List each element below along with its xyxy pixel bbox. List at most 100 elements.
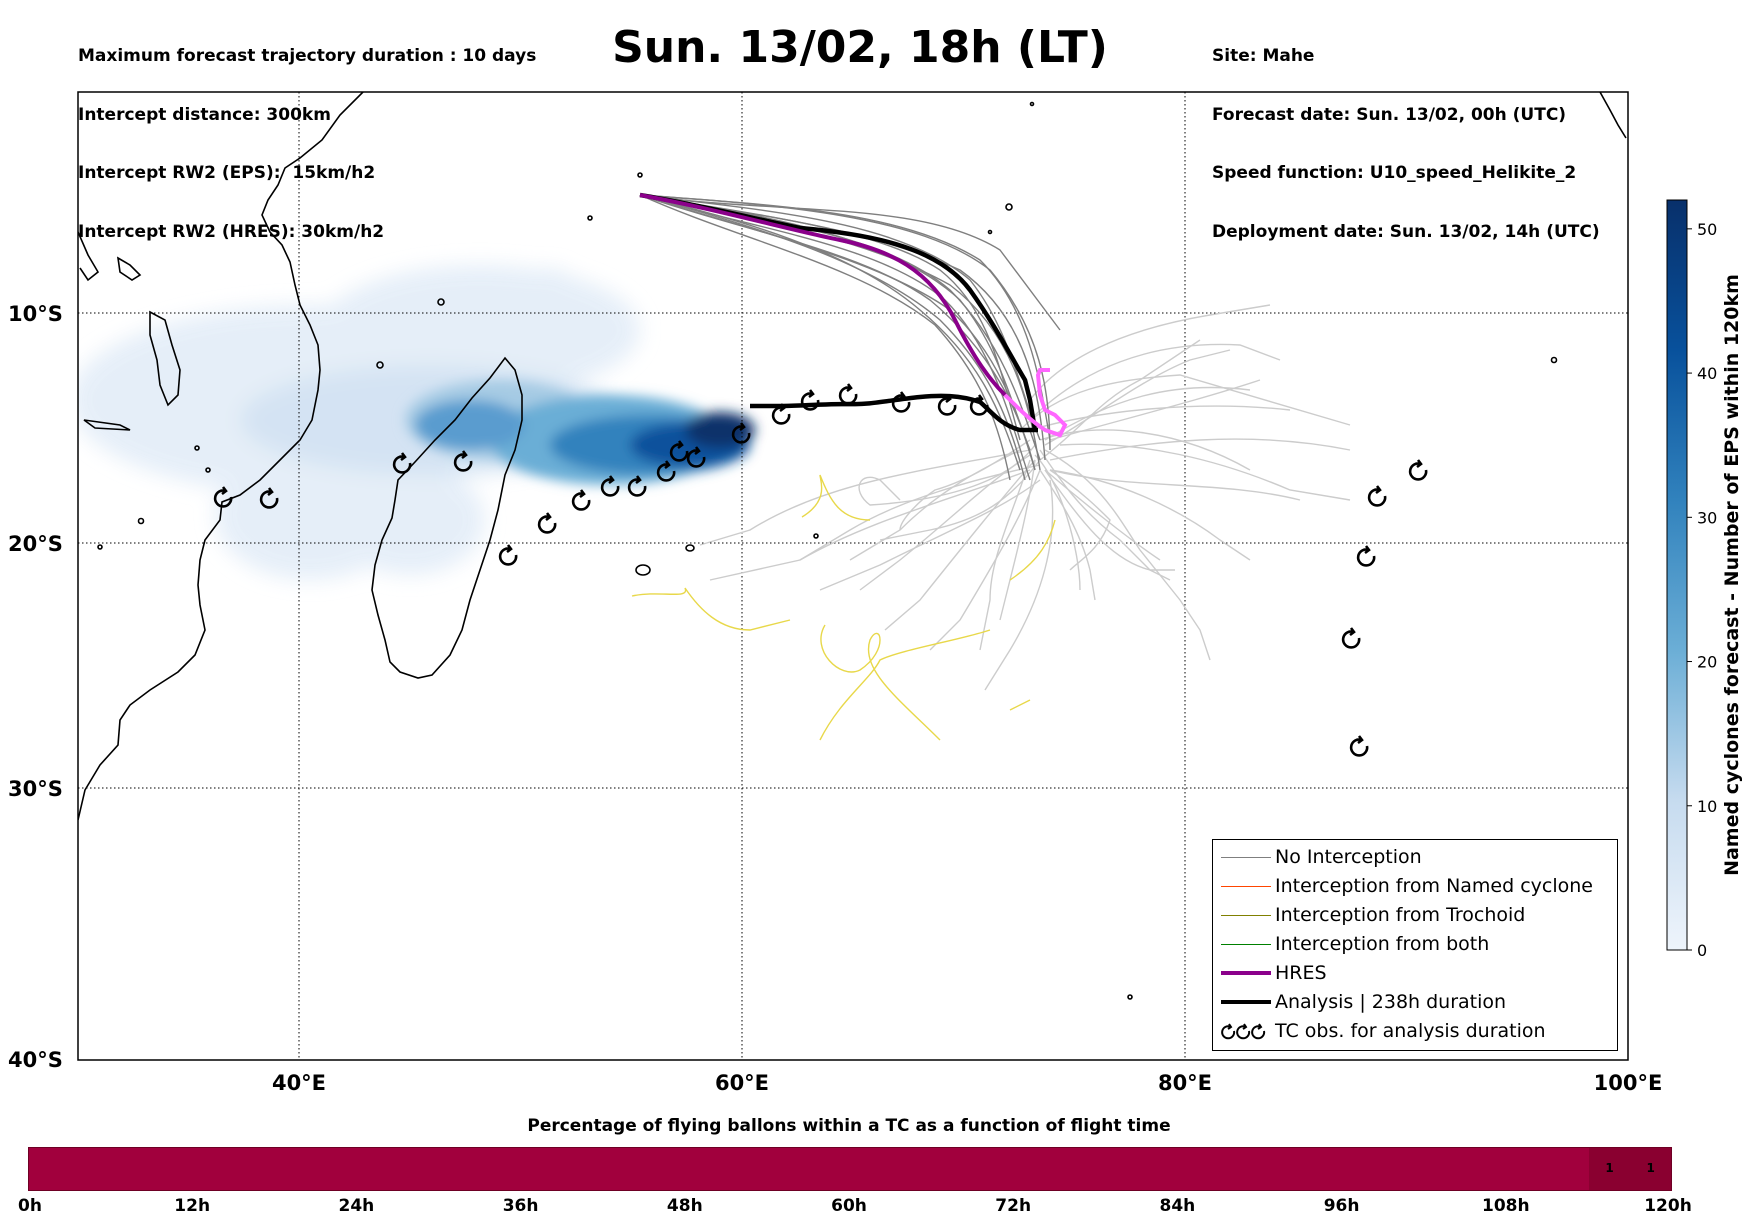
lon-labels: 40°E 60°E 80°E 100°E (272, 1071, 1662, 1095)
site-line: Site: Mahe (1212, 46, 1315, 66)
tc-obs-symbol (686, 446, 706, 468)
lon-label: 80°E (1158, 1071, 1212, 1095)
flight-bar-tick-label: 48h (666, 1196, 703, 1216)
legend-item: Analysis | 238h duration (1213, 989, 1617, 1015)
flight-bar-tick-label: 0h (18, 1196, 42, 1216)
lon-label: 40°E (272, 1071, 326, 1095)
colorbar-tick-label: 40 (1697, 364, 1717, 383)
flight-bar-tick-label: 12h (174, 1196, 211, 1216)
tc-obs-symbol (771, 403, 791, 425)
legend-label: Interception from Trochoid (1275, 904, 1526, 926)
colorbar-tick-label: 0 (1697, 941, 1707, 960)
flight-bar-tick-label: 36h (502, 1196, 539, 1216)
legend-item: TC obs. for analysis duration (1213, 1018, 1617, 1044)
legend-item: Interception from Named cyclone (1213, 873, 1617, 899)
tc-obs-symbol (1356, 545, 1376, 567)
flight-bar-cell: 1 (1588, 1148, 1630, 1190)
named-cyclone-swatch (1221, 886, 1271, 887)
flight-bar-title: Percentage of flying ballons within a TC… (527, 1116, 1171, 1136)
param-line: Intercept RW2 (EPS): 15km/h2 (78, 163, 376, 183)
lon-label: 60°E (715, 1071, 769, 1095)
lat-label: 40°S (8, 1048, 63, 1072)
colorbar-tick-label: 10 (1697, 797, 1717, 816)
legend-label: Interception from Named cyclone (1275, 875, 1593, 897)
tc-obs-symbol (800, 389, 820, 411)
legend-label: TC obs. for analysis duration (1275, 1020, 1546, 1042)
tc-obs-symbol (213, 486, 233, 508)
colorbar-tick-label: 20 (1697, 653, 1717, 672)
legend-label: Analysis | 238h duration (1275, 991, 1507, 1013)
tc-obs-symbol (537, 512, 557, 534)
hres-track (639, 193, 1068, 438)
flight-bar-tick-label: 120h (1644, 1196, 1692, 1216)
tc-obs-symbol (838, 383, 858, 405)
flight-bar-tick-label: 72h (995, 1196, 1032, 1216)
flight-bar-tick-label: 24h (338, 1196, 375, 1216)
flight-bar-cell: 1 (1629, 1148, 1671, 1190)
legend-label: Interception from both (1275, 933, 1490, 955)
legend-item: HRES (1213, 960, 1617, 986)
colorbar-tick-label: 30 (1697, 508, 1717, 527)
legend-item: Interception from Trochoid (1213, 902, 1617, 928)
no-interception-swatch (1221, 857, 1271, 858)
colorbar-gradient (1666, 199, 1688, 951)
tc-obs-symbol (498, 544, 518, 566)
trochoid-swatch (1221, 915, 1271, 916)
tc-obs-symbol (937, 394, 957, 416)
coastlines (78, 92, 1627, 1000)
site-line: Deployment date: Sun. 13/02, 14h (UTC) (1212, 221, 1600, 242)
tc-obs-symbol (1349, 735, 1369, 757)
tc-obs-symbol (627, 475, 647, 497)
legend-item: Interception from both (1213, 931, 1617, 957)
analysis-track (639, 192, 1038, 433)
tc-obs-symbol (1341, 627, 1361, 649)
colorbar: 0 10 20 30 40 50 Named cyclones forecast - Nu… (1666, 199, 1743, 960)
tc-obs-symbol (600, 475, 620, 497)
tc-obs-icon (1221, 1023, 1266, 1040)
flight-bar-tick-label: 84h (1159, 1196, 1196, 1216)
flight-bar-cell-label: 1 (1646, 1161, 1655, 1175)
lon-label: 100°E (1594, 1071, 1663, 1095)
tc-obs-symbol (453, 450, 473, 472)
param-line: Intercept distance: 300km (78, 104, 331, 125)
tc-obs-symbol (259, 487, 279, 509)
tc-obs-symbol (571, 489, 591, 511)
colorbar-ticks: 0 10 20 30 40 50 (1687, 220, 1717, 960)
flight-bar-tick-label: 60h (831, 1196, 867, 1216)
flight-bar-tick-label: 108h (1482, 1196, 1530, 1216)
lat-label: 10°S (8, 302, 63, 326)
analysis-swatch (1221, 1000, 1271, 1004)
tc-obs-symbol (1367, 485, 1387, 507)
lat-label: 20°S (8, 532, 63, 556)
hres-swatch (1221, 971, 1271, 975)
tc-observations (213, 383, 1428, 757)
param-line: Intercept RW2 (HRES): 30km/h2 (78, 221, 385, 242)
tc-obs-symbol (731, 422, 751, 444)
flight-bar-cell-label: 1 (1605, 1161, 1614, 1175)
forecast-parameters: Maximum forecast trajectory duration : 1… (78, 8, 536, 262)
site-line: Speed function: U10_speed_Helikite_2 (1212, 163, 1577, 183)
site-info: Site: Mahe Forecast date: Sun. 13/02, 00… (1212, 8, 1600, 262)
colorbar-label: Named cyclones forecast - Number of EPS … (1721, 274, 1743, 876)
cyclone-density-field (78, 265, 755, 580)
tc-obs-symbol (656, 460, 676, 482)
legend-label: No Interception (1275, 846, 1422, 868)
flight-bar-tick-label: 96h (1323, 1196, 1360, 1216)
param-line: Maximum forecast trajectory duration : 1… (78, 46, 537, 66)
trochoid-tracks (631, 474, 1056, 741)
tc-obs-symbol (969, 394, 989, 416)
legend: No Interception Interception from Named … (1212, 839, 1618, 1051)
light-ensemble-tracks (699, 304, 1351, 691)
colorbar-tick-label: 50 (1697, 220, 1717, 239)
both-swatch (1221, 944, 1271, 945)
tc-obs-symbol (392, 452, 412, 474)
map-frame (77, 91, 1629, 1061)
site-line: Forecast date: Sun. 13/02, 00h (UTC) (1212, 104, 1567, 125)
gridlines (78, 92, 1628, 1060)
tc-obs-symbol (891, 391, 911, 413)
legend-item: No Interception (1213, 844, 1617, 870)
page-title: Sun. 13/02, 18h (LT) (612, 22, 1108, 73)
lat-label: 30°S (8, 777, 63, 801)
